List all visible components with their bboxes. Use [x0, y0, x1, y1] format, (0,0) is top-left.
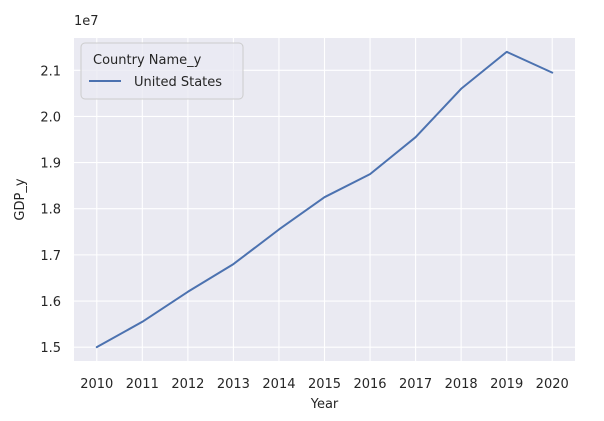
y-tick-label-2.0: 2.0	[40, 110, 61, 125]
x-tick-label-2015: 2015	[308, 377, 341, 392]
x-tick-label-2019: 2019	[490, 377, 523, 392]
legend-label-united-states: United States	[134, 75, 222, 90]
legend-title: Country Name_y	[93, 53, 202, 68]
y-tick-label-1.6: 1.6	[40, 295, 61, 310]
y-axis-label: GDP_y	[13, 178, 28, 220]
x-tick-label-2011: 2011	[126, 377, 159, 392]
x-tick-label-2014: 2014	[262, 377, 295, 392]
y-tick-label-1.8: 1.8	[40, 203, 61, 218]
x-tick-label-2016: 2016	[353, 377, 386, 392]
y-tick-label-2.1: 2.1	[40, 64, 61, 79]
legend-box	[80, 42, 244, 100]
tick-labels: 2010 2011 2012 2013 2014 2015 2016 2017 2018 2019…	[40, 64, 568, 392]
x-tick-label-2020: 2020	[536, 377, 569, 392]
x-axis-label: Year	[310, 397, 339, 412]
x-tick-label-2012: 2012	[171, 377, 204, 392]
y-tick-label-1.5: 1.5	[40, 341, 61, 356]
x-tick-label-2013: 2013	[217, 377, 250, 392]
x-tick-label-2018: 2018	[445, 377, 478, 392]
y-tick-label-1.7: 1.7	[40, 249, 61, 264]
series-line-0	[95, 50, 554, 349]
y-offset-label: 1e7	[74, 14, 99, 29]
x-tick-label-2017: 2017	[399, 377, 432, 392]
legend: Country Name_y United States	[80, 42, 244, 100]
series-layer	[95, 50, 554, 349]
y-tick-label-1.9: 1.9	[40, 157, 61, 172]
x-tick-label-2010: 2010	[80, 377, 113, 392]
